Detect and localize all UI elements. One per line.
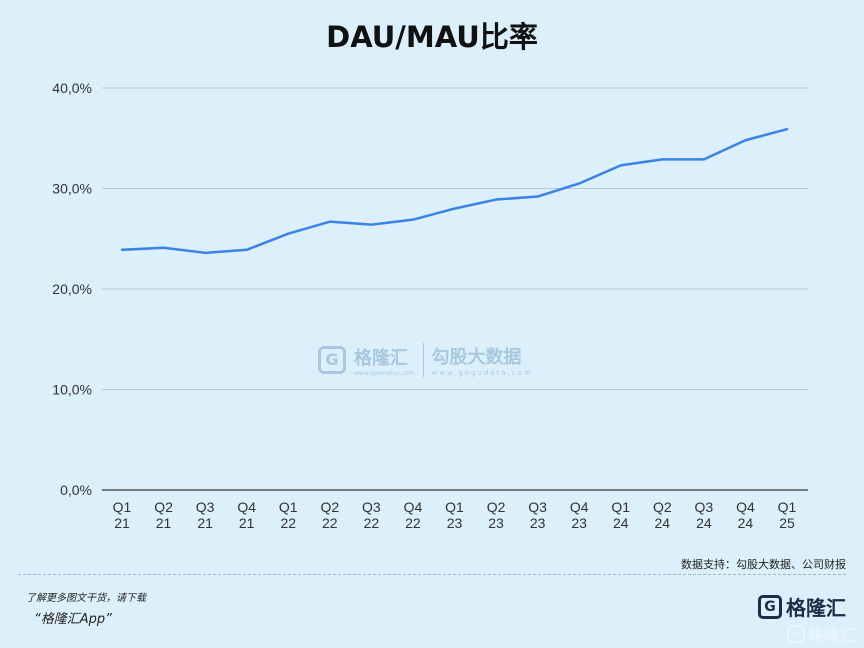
y-tick-label: 40,0% — [52, 80, 92, 96]
x-tick-label: 21 — [156, 515, 172, 531]
x-tick-label: Q4 — [404, 499, 423, 515]
y-tick-label: 10,0% — [52, 382, 92, 398]
x-tick-label: 24 — [655, 515, 671, 531]
x-tick-label: Q1 — [611, 499, 630, 515]
y-tick-label: 0,0% — [60, 482, 92, 498]
x-tick-label: 24 — [738, 515, 754, 531]
y-tick-label: 30,0% — [52, 181, 92, 197]
x-tick-label: 21 — [197, 515, 213, 531]
brand-watermark-icon: G — [786, 625, 805, 643]
x-tick-label: Q2 — [320, 499, 339, 515]
x-tick-label: 23 — [571, 515, 587, 531]
brand-watermark-name: 格隆汇 — [807, 626, 856, 645]
x-tick-label: 22 — [280, 515, 296, 531]
x-tick-label: Q3 — [362, 499, 381, 515]
watermark-partner-url: www.gogudata.com — [431, 369, 533, 377]
x-tick-label: 21 — [239, 515, 255, 531]
x-tick-label: Q3 — [695, 499, 714, 515]
watermark-divider — [422, 343, 424, 377]
x-tick-label: 24 — [696, 515, 712, 531]
x-tick-label: Q3 — [196, 499, 215, 515]
x-tick-label: 23 — [447, 515, 463, 531]
x-tick-label: 22 — [364, 515, 380, 531]
watermark-brand: 格隆汇 — [354, 347, 408, 369]
chart-title: DAU/MAU比率 — [326, 20, 538, 54]
x-tick-label: Q4 — [736, 499, 755, 515]
watermark-partner: 勾股大数据 — [431, 347, 522, 368]
promo-text: 了解更多图文干货，请下载 — [26, 593, 146, 604]
x-tick-label: Q4 — [237, 499, 256, 515]
brand-watermark: G 格隆汇 — [786, 622, 856, 646]
x-tick-label: Q1 — [113, 499, 132, 515]
y-tick-label: 20,0% — [52, 281, 92, 297]
footer-divider — [18, 574, 846, 575]
watermark-logo-icon: G — [318, 346, 346, 374]
watermark-brand-url: www.gelonghui.com — [354, 369, 415, 377]
watermark: G 格隆汇 www.gelonghui.com 勾股大数据 www.goguda… — [318, 340, 558, 380]
y-tick-labels: 0,0% 10,0% 20,0% 30,0% 40,0% — [52, 80, 92, 498]
x-tick-label: Q2 — [653, 499, 672, 515]
x-tick-label: 21 — [114, 515, 130, 531]
brand-logo: G 格隆汇 — [758, 592, 846, 621]
promo-app-name: “格隆汇App” — [34, 612, 112, 627]
x-tick-label: Q4 — [570, 499, 589, 515]
brand-name: 格隆汇 — [786, 596, 846, 620]
x-tick-label: 24 — [613, 515, 629, 531]
x-tick-label: Q1 — [279, 499, 298, 515]
line-chart: 0,0%10,0%20,0%30,0%40,0% Q121Q221Q321Q42… — [52, 80, 808, 531]
x-tick-label: Q3 — [528, 499, 547, 515]
x-tick-label: Q1 — [445, 499, 464, 515]
x-tick-label: 23 — [488, 515, 504, 531]
x-tick-label: Q2 — [154, 499, 173, 515]
x-tick-label: Q2 — [487, 499, 506, 515]
x-tick-label: 25 — [779, 515, 795, 531]
x-tick-label: 22 — [322, 515, 338, 531]
x-tick-label: 22 — [405, 515, 421, 531]
brand-logo-icon: G — [758, 594, 782, 619]
grid-lines — [102, 87, 808, 491]
series-line — [120, 127, 789, 255]
data-source: 数据支持：勾股大数据、公司财报 — [681, 558, 846, 571]
x-tick-labels: Q121Q221Q321Q421Q122Q222Q322Q422Q123Q223… — [113, 499, 797, 531]
x-tick-label: 23 — [530, 515, 546, 531]
x-tick-label: Q1 — [778, 499, 797, 515]
